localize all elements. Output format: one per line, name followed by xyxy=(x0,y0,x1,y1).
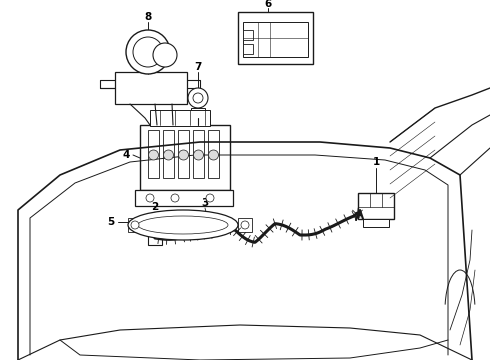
Bar xyxy=(140,125,230,190)
Bar xyxy=(135,190,233,206)
Text: 1: 1 xyxy=(372,157,380,167)
Ellipse shape xyxy=(138,216,228,234)
Circle shape xyxy=(188,88,208,108)
Text: 4: 4 xyxy=(122,150,130,160)
Circle shape xyxy=(146,194,154,202)
Bar xyxy=(150,110,210,126)
Bar xyxy=(163,130,174,178)
Bar xyxy=(191,108,205,118)
Bar xyxy=(243,30,253,40)
Bar xyxy=(243,44,253,54)
Bar xyxy=(238,218,252,232)
Circle shape xyxy=(193,93,203,103)
Circle shape xyxy=(209,150,219,160)
Circle shape xyxy=(178,150,189,160)
Circle shape xyxy=(194,150,203,160)
Text: 3: 3 xyxy=(201,198,209,208)
Bar xyxy=(358,193,394,219)
Circle shape xyxy=(171,194,179,202)
Ellipse shape xyxy=(128,210,238,240)
Circle shape xyxy=(206,194,214,202)
Bar xyxy=(178,130,189,178)
Text: 8: 8 xyxy=(145,12,151,22)
Bar xyxy=(208,130,219,178)
Bar xyxy=(128,218,142,232)
Bar xyxy=(115,72,187,104)
Text: 7: 7 xyxy=(195,62,202,72)
Text: 6: 6 xyxy=(265,0,271,9)
Bar xyxy=(148,130,159,178)
Circle shape xyxy=(131,221,139,229)
Circle shape xyxy=(126,30,170,74)
Bar xyxy=(193,130,204,178)
Circle shape xyxy=(164,150,173,160)
Bar xyxy=(363,219,389,227)
Circle shape xyxy=(148,150,158,160)
Bar xyxy=(243,22,308,57)
Circle shape xyxy=(133,37,163,67)
Text: 5: 5 xyxy=(107,217,115,227)
Text: 2: 2 xyxy=(151,202,159,212)
Bar xyxy=(148,233,162,245)
Circle shape xyxy=(241,221,249,229)
Circle shape xyxy=(153,43,177,67)
Bar xyxy=(238,12,313,64)
